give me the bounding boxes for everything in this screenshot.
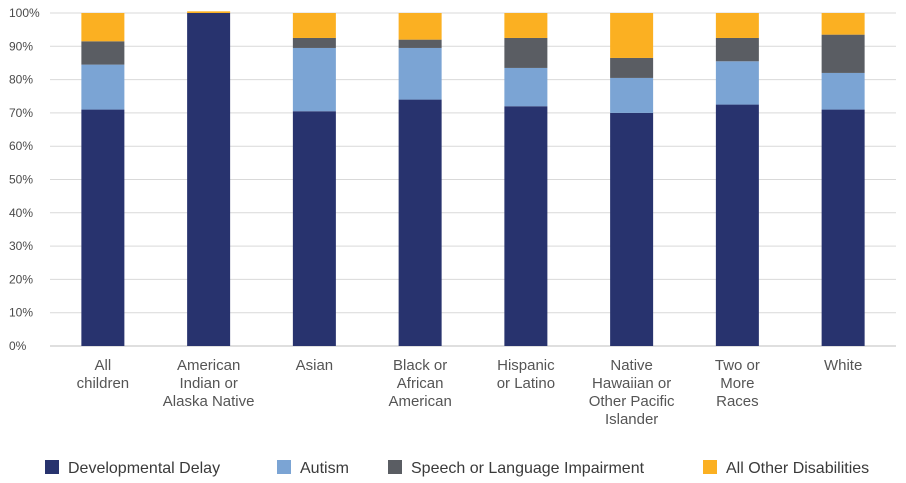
- legend-label: All Other Disabilities: [726, 460, 869, 477]
- y-tick-label: 50%: [9, 173, 33, 187]
- legend-item: All Other Disabilities: [703, 460, 869, 477]
- y-tick-label: 60%: [9, 139, 33, 153]
- x-category-label: Two or More Races: [715, 357, 760, 410]
- x-category-label: Asian: [296, 357, 334, 374]
- bar-segment: [398, 47, 442, 100]
- y-axis: 0% 10% 20% 30% 40% 50% 60% 70% 80% 90% 100%: [9, 6, 40, 353]
- bars: [81, 11, 865, 347]
- bar-segment: [398, 99, 442, 346]
- y-tick-label: 80%: [9, 73, 33, 87]
- legend-item: Speech or Language Impairment: [388, 460, 645, 477]
- bar-segment: [81, 41, 125, 65]
- bar-segment: [81, 13, 125, 42]
- bar-segment: [504, 67, 548, 107]
- x-category-label: Black or African American: [388, 357, 451, 410]
- x-category-label: Native Hawaiian or Other Pacific Islander: [589, 357, 675, 428]
- bar-segment: [292, 111, 336, 346]
- bar-segment: [715, 37, 759, 62]
- x-category-label: Hispanic or Latino: [497, 357, 555, 392]
- bar-segment: [81, 109, 125, 346]
- legend-swatch: [703, 460, 717, 474]
- gridlines: [50, 12, 896, 347]
- x-category-label: All children: [77, 357, 130, 392]
- bar-segment: [398, 13, 442, 40]
- bar-segment: [821, 13, 865, 35]
- bar-segment: [292, 13, 336, 38]
- bar-segment: [398, 39, 442, 48]
- legend-item: Autism: [277, 460, 349, 477]
- legend-label: Developmental Delay: [68, 460, 220, 477]
- bar-segment: [504, 106, 548, 347]
- legend-swatch: [45, 460, 59, 474]
- bar-segment: [610, 112, 654, 347]
- y-tick-label: 40%: [9, 206, 33, 220]
- y-tick-label: 70%: [9, 106, 33, 120]
- y-tick-label: 90%: [9, 39, 33, 53]
- bar-segment: [187, 13, 231, 346]
- bar-segment: [504, 37, 548, 68]
- y-tick-label: 100%: [9, 6, 40, 20]
- legend-label: Autism: [300, 460, 349, 477]
- bar-segment: [610, 77, 654, 113]
- legend: Developmental Delay Autism Speech or Langu…: [45, 460, 869, 477]
- legend-item: Developmental Delay: [45, 460, 220, 477]
- bar-segment: [715, 13, 759, 38]
- bar-segment: [821, 34, 865, 73]
- bar-segment: [610, 13, 654, 58]
- legend-swatch: [277, 460, 291, 474]
- legend-label: Speech or Language Impairment: [411, 460, 645, 477]
- x-category-label: American Indian or Alaska Native: [163, 357, 255, 410]
- bar-segment: [292, 47, 336, 112]
- legend-swatch: [388, 460, 402, 474]
- bar-segment: [821, 72, 865, 110]
- y-tick-label: 30%: [9, 239, 33, 253]
- bar-segment: [821, 109, 865, 346]
- bar-segment: [715, 104, 759, 346]
- x-category-label: White: [824, 357, 862, 374]
- y-tick-label: 10%: [9, 306, 33, 320]
- bar-segment: [504, 13, 548, 38]
- bar-segment: [81, 64, 125, 110]
- bar-segment: [292, 37, 336, 48]
- bar-segment: [610, 57, 654, 78]
- x-axis: All children American Indian or Alaska Nativ…: [77, 357, 863, 428]
- bar-segment: [715, 61, 759, 105]
- y-tick-label: 0%: [9, 339, 27, 353]
- y-tick-label: 20%: [9, 272, 33, 286]
- bar-segment: [187, 11, 231, 13]
